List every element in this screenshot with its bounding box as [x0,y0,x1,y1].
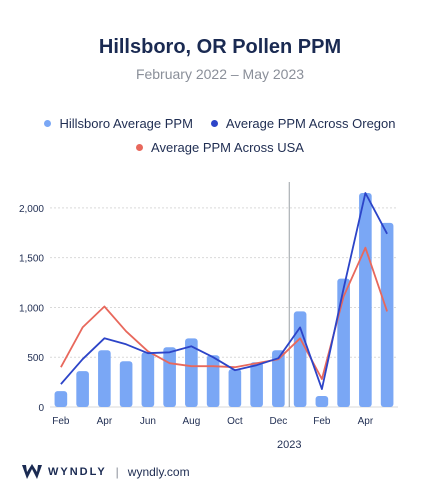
legend-usa-label: Average PPM Across USA [151,140,304,155]
y-tick-label: 2,000 [19,204,44,215]
x-tick-label: Feb [313,416,331,427]
bar [206,355,220,407]
bar [163,347,176,407]
chart-title: Hillsboro, OR Pollen PPM [98,36,342,58]
bar [185,338,198,407]
x-tick-label: Dec [269,416,287,427]
bar [228,369,242,407]
year-label: 2023 [277,439,301,451]
chart-subtitle: February 2022 – May 2023 [135,66,305,82]
oregon-line [60,192,388,391]
bar [54,391,68,407]
y-tick-label: 1,500 [19,254,44,265]
x-tick-label: Feb [52,416,70,427]
bar [76,371,89,407]
legend-row-1: Hillsboro Average PPM Average PPM Across… [0,116,440,131]
y-tick-label: 1,000 [19,303,44,314]
bar [250,362,263,407]
footer: WYNDLY | wyndly.com [22,462,190,482]
y-tick-label: 0 [38,403,44,414]
legend-item-usa: Average PPM Across USA [136,140,304,155]
legend-oregon-dot [210,120,218,127]
legend-row-2: Average PPM Across USA [0,140,440,155]
bar [141,352,155,407]
pollen-chart: 0 500 1,000 1,500 2,000 Feb Apr Jun Aug Oct Dec Feb… [19,182,398,451]
legend-bars-dot [44,120,52,127]
bar [380,222,394,407]
bar [272,350,285,407]
bar [98,350,111,407]
y-tick-label: 500 [27,353,44,364]
footer-brand: WYNDLY [48,466,107,478]
wyndly-logo-icon [22,464,42,479]
legend-usa-dot [136,144,144,151]
legend-oregon-label: Average PPM Across Oregon [225,116,396,131]
footer-separator: | [115,465,119,479]
legend-bars-label: Hillsboro Average PPM [59,116,193,131]
x-tick-label: Apr [97,416,113,427]
legend-item-oregon: Average PPM Across Oregon [210,116,396,131]
x-tick-label: Jun [140,416,156,427]
x-tick-label: Oct [227,416,243,427]
bar [293,311,307,407]
x-tick-label: Aug [182,416,200,427]
legend-item-bars: Hillsboro Average PPM [44,116,193,131]
x-tick-label: Apr [358,416,374,427]
bar [119,361,133,407]
bar [359,192,372,407]
footer-site: wyndly.com [127,465,190,479]
bar [315,396,329,407]
